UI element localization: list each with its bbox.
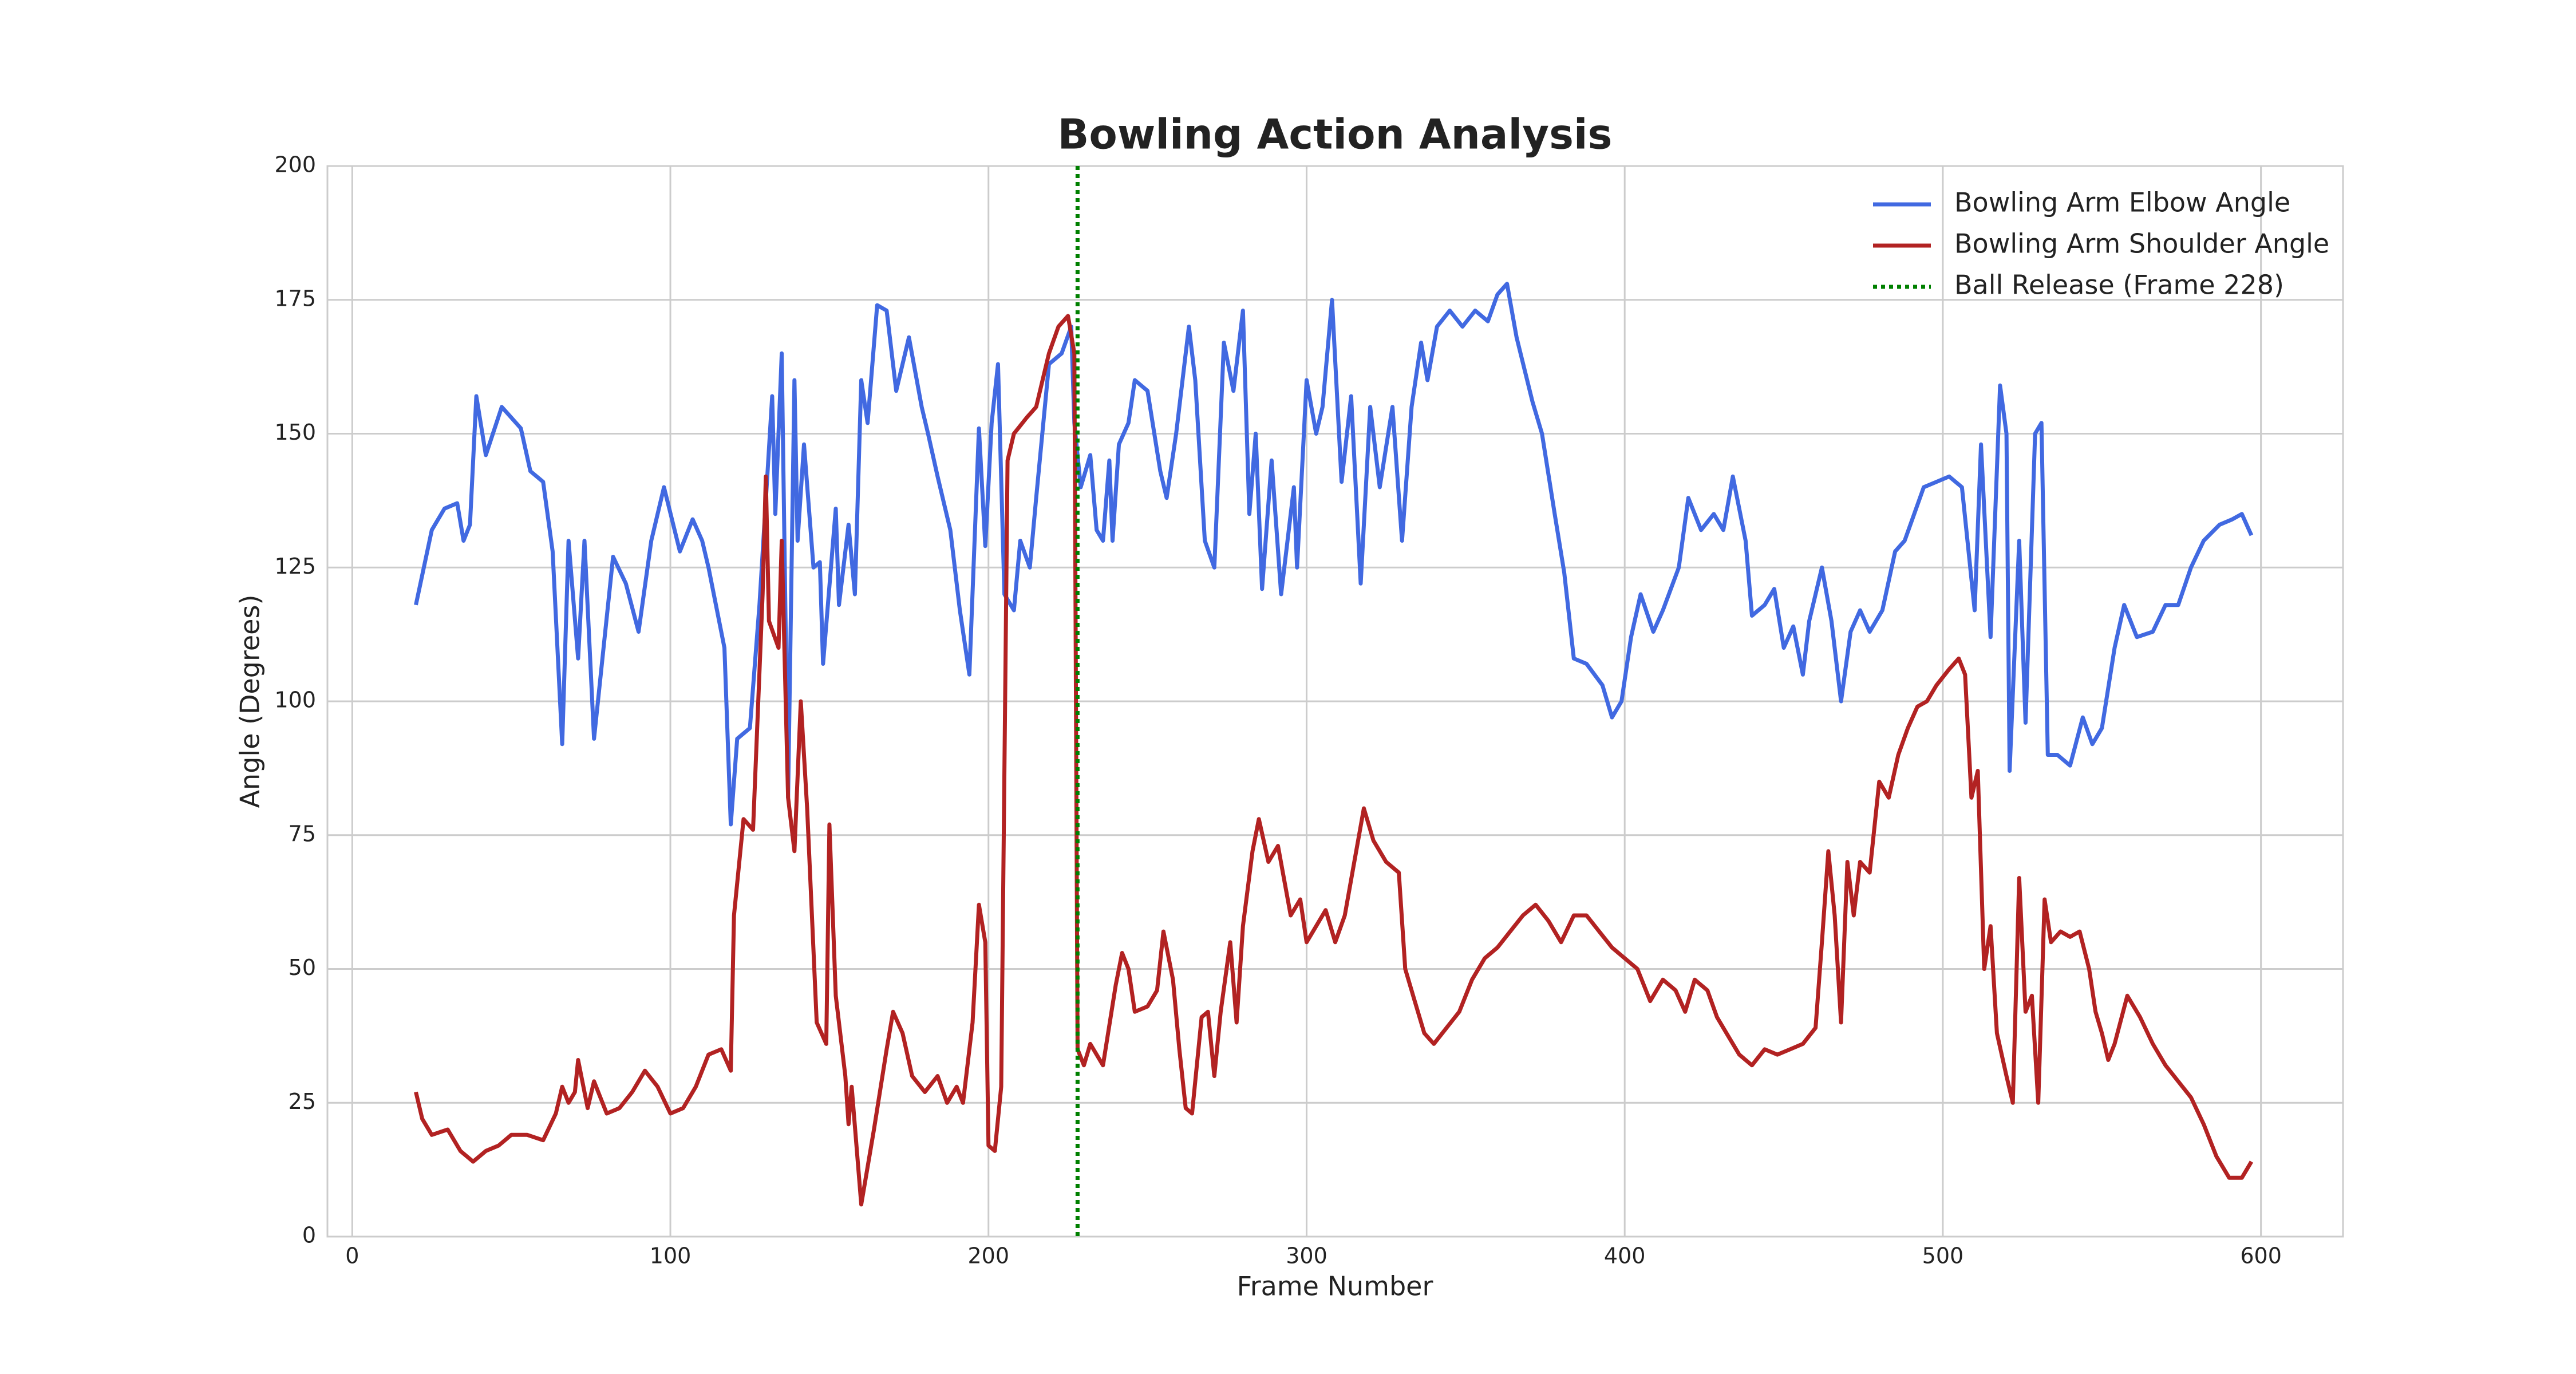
y-tick-label: 125 [274, 554, 316, 579]
x-tick-label: 200 [968, 1243, 1010, 1269]
legend-label: Bowling Arm Elbow Angle [1954, 187, 2290, 218]
y-tick-label: 50 [289, 955, 316, 980]
x-tick-label: 0 [345, 1243, 359, 1269]
y-tick-label: 25 [289, 1089, 316, 1114]
legend: Bowling Arm Elbow Angle Bowling Arm Shoul… [1873, 187, 2329, 301]
legend-label: Bowling Arm Shoulder Angle [1954, 228, 2329, 259]
y-tick-label: 150 [274, 420, 316, 445]
x-tick-label: 400 [1604, 1243, 1646, 1269]
y-tick-label: 75 [289, 821, 316, 846]
x-tick-label: 500 [1922, 1243, 1964, 1269]
x-tick-label: 600 [2240, 1243, 2282, 1269]
y-tick-label: 200 [274, 152, 316, 177]
x-axis-label: Frame Number [1237, 1271, 1433, 1302]
y-tick-label: 175 [274, 286, 316, 311]
y-tick-label: 100 [274, 688, 316, 713]
plot-frame [326, 165, 2344, 1238]
data-line [414, 314, 2254, 1207]
chart-title: Bowling Action Analysis [1058, 110, 1613, 159]
y-axis-label: Angle (Degrees) [235, 595, 266, 808]
x-tick-label: 300 [1286, 1243, 1327, 1269]
y-tick-label: 0 [302, 1223, 316, 1248]
x-tick-label: 100 [650, 1243, 692, 1269]
legend-label: Ball Release (Frame 228) [1954, 270, 2284, 301]
